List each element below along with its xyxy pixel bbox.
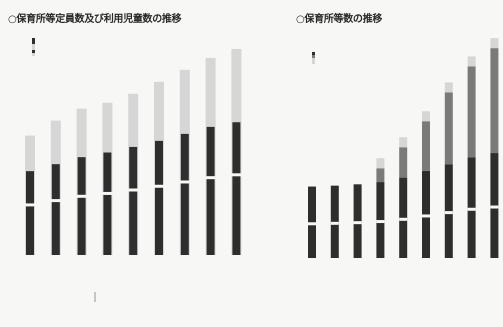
legend-item	[32, 44, 38, 47]
legend-swatch	[312, 52, 315, 55]
facility-bar-top	[399, 137, 408, 148]
bar-break	[128, 188, 139, 192]
bar-break	[76, 194, 87, 198]
children-bar	[77, 157, 86, 255]
legend-swatch	[32, 44, 35, 47]
bar-break	[467, 207, 476, 211]
children-bar	[129, 146, 138, 255]
facility-bar-added	[467, 66, 476, 158]
bar-break	[490, 205, 499, 209]
bar-break	[231, 173, 242, 177]
right-chart-title: ○保育所等数の推移	[296, 14, 383, 25]
legend-swatch	[32, 41, 35, 44]
facility-bar-top	[422, 111, 430, 122]
facility-bar-top	[467, 56, 476, 67]
children-bar	[155, 140, 163, 255]
legend-item	[312, 52, 318, 55]
bar-break	[25, 203, 35, 207]
facility-bar-added	[490, 48, 499, 154]
left-bar-chart	[25, 48, 242, 302]
legend-swatch	[312, 61, 315, 64]
legend-item	[312, 61, 318, 64]
right-chart-panel: ○保育所等数の推移	[252, 0, 503, 327]
facility-bar-top	[490, 38, 499, 49]
bar-break	[399, 217, 408, 221]
bar-break	[50, 199, 61, 203]
right-chart-legend	[312, 52, 318, 64]
facility-bar-added	[399, 147, 408, 178]
bar-break	[422, 214, 430, 218]
facility-bar-top	[444, 82, 453, 93]
children-bar	[51, 164, 60, 255]
children-bar	[180, 133, 189, 255]
legend-item	[32, 41, 38, 44]
right-bar-chart	[308, 38, 499, 258]
legend-swatch	[32, 53, 35, 56]
bar-break	[308, 222, 316, 226]
legend-item	[32, 53, 38, 56]
legend-swatch	[312, 58, 315, 61]
children-bar	[206, 126, 215, 255]
legend-item	[32, 47, 38, 50]
facility-bar-added	[376, 168, 385, 183]
legend-swatch	[312, 55, 315, 58]
bar-break	[154, 184, 164, 188]
legend-item	[312, 58, 318, 61]
facility-bar-added	[422, 121, 430, 171]
bar-break	[179, 180, 190, 184]
legend-swatch	[32, 47, 35, 50]
bar-break	[102, 191, 113, 195]
legend-swatch	[32, 50, 35, 53]
left-chart-legend	[32, 38, 38, 56]
legend-swatch	[32, 38, 35, 41]
left-chart-panel: ○保育所等定員数及び利用児童数の推移	[8, 14, 242, 302]
legend-item	[312, 55, 318, 58]
bar-break	[330, 221, 339, 225]
legend-item	[32, 50, 38, 53]
bar-break	[444, 211, 453, 215]
bar-break	[353, 221, 362, 225]
facility-bar-top	[376, 158, 385, 169]
children-bar	[232, 122, 241, 255]
children-bar	[26, 171, 34, 255]
left-chart-title: ○保育所等定員数及び利用児童数の推移	[8, 14, 182, 25]
legend-item	[32, 38, 38, 41]
children-bar	[103, 152, 112, 255]
bar-break	[205, 176, 216, 180]
facility-bar-added	[444, 92, 453, 165]
bar-break	[376, 220, 385, 224]
